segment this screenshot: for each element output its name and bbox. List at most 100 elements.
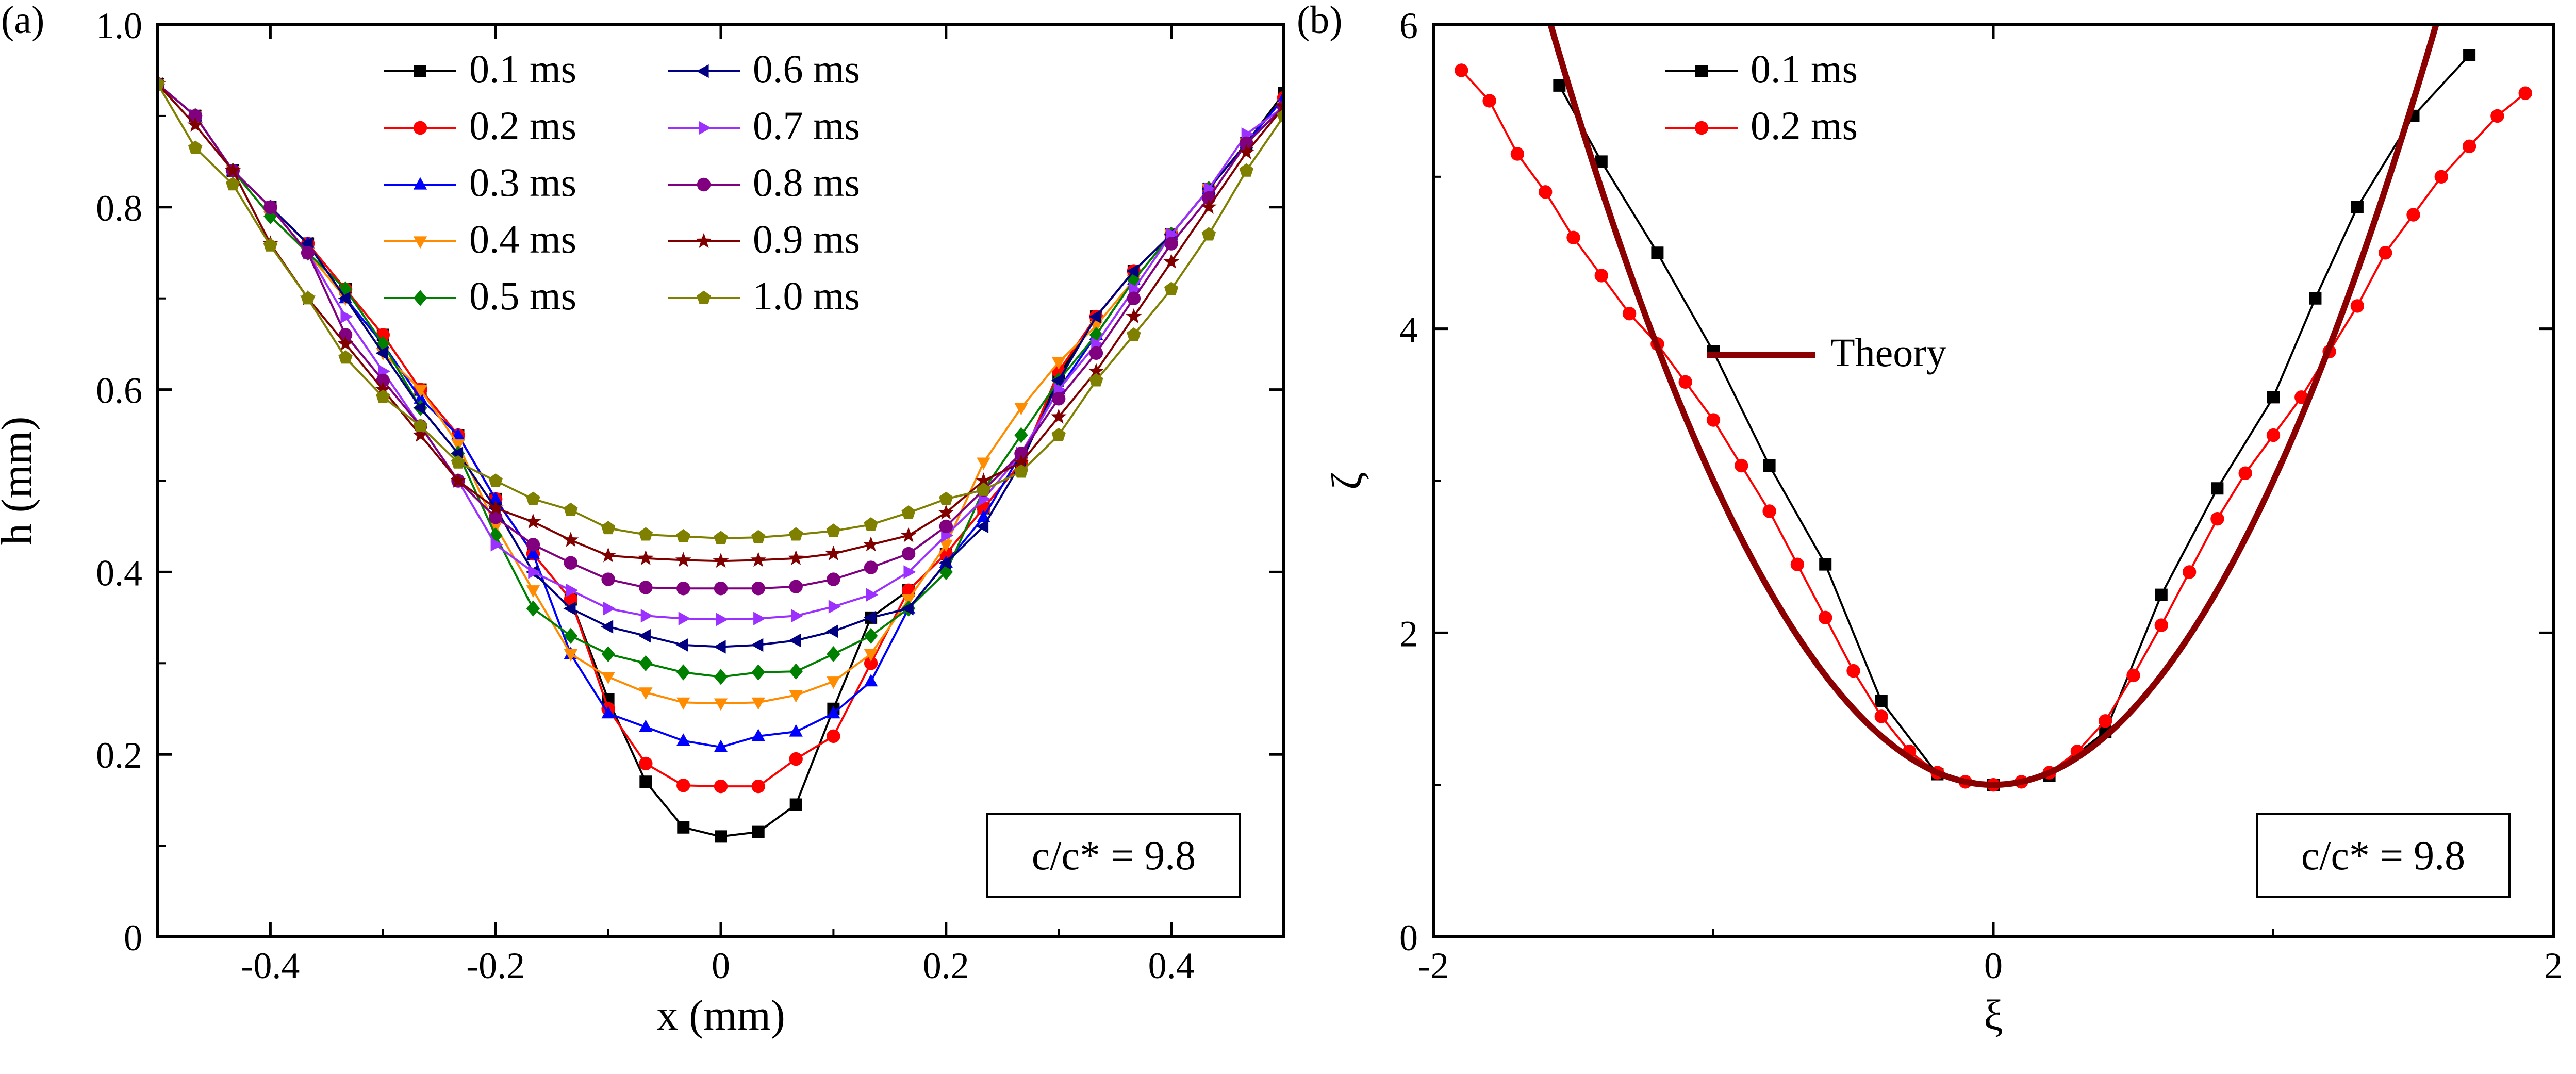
data-point [788, 633, 801, 648]
legend-label: 0.1 ms [469, 46, 576, 91]
data-point [2490, 109, 2504, 123]
data-point [827, 729, 840, 743]
data-point [601, 521, 616, 535]
legend-marker [413, 121, 427, 135]
data-point [714, 739, 728, 752]
data-point [564, 649, 578, 662]
data-point [1277, 108, 1284, 122]
data-point [603, 601, 616, 616]
data-point [1052, 392, 1066, 406]
data-point [713, 640, 726, 654]
x-tick-label: 0 [712, 945, 730, 986]
panel-label: (b) [1297, 0, 1343, 42]
x-tick-label: 0.2 [923, 945, 969, 986]
data-point [901, 601, 914, 616]
legend: 0.1 ms 0.2 ms Theory [1665, 46, 1946, 375]
data-point [716, 613, 729, 626]
data-point [714, 698, 728, 711]
data-point [528, 565, 541, 579]
data-point [676, 779, 690, 792]
plot-area [158, 75, 1284, 843]
data-point [751, 779, 765, 794]
data-point [864, 627, 878, 644]
data-point [977, 457, 990, 470]
data-point [1088, 309, 1101, 324]
data-point [789, 798, 802, 811]
x-axis-label: ξ [1984, 992, 2003, 1039]
data-point [2154, 618, 2168, 632]
data-point [976, 472, 992, 488]
legend-label: 0.5 ms [469, 273, 576, 318]
data-point [678, 612, 691, 625]
legend-marker [413, 290, 427, 306]
y-tick-label: 0.4 [96, 552, 142, 593]
data-point [1819, 558, 1832, 571]
data-point [1126, 264, 1139, 278]
data-point [564, 556, 578, 570]
data-point [1163, 253, 1180, 269]
data-point [187, 117, 204, 132]
legend: 0.1 ms 0.2 ms 0.3 ms 0.4 ms 0.5 ms 0.6 ms 0.7 … [384, 46, 860, 318]
data-point [639, 581, 653, 594]
data-point [1127, 327, 1141, 341]
y-tick-label: 0 [124, 917, 142, 959]
data-point [753, 612, 766, 625]
data-point [489, 491, 503, 504]
data-point [225, 162, 241, 178]
data-point [413, 418, 428, 433]
data-point [639, 687, 653, 700]
data-point [376, 336, 390, 352]
data-point [676, 733, 690, 746]
legend-marker [699, 121, 712, 135]
data-point [1126, 308, 1142, 324]
data-point [1164, 282, 1179, 295]
data-point [713, 552, 729, 568]
data-point [1088, 363, 1104, 378]
data-point [864, 560, 878, 574]
data-point [2434, 170, 2448, 184]
data-point [487, 500, 504, 515]
data-point [337, 335, 354, 351]
data-point [789, 724, 803, 737]
data-point [866, 588, 879, 602]
y-tick-label: 0.2 [96, 735, 142, 776]
data-point [715, 830, 727, 843]
data-point [827, 646, 840, 663]
data-point [827, 572, 840, 586]
data-point [2126, 668, 2140, 683]
legend-marker [1695, 65, 1708, 77]
legend-theory-label: Theory [1830, 330, 1946, 375]
data-point [338, 281, 353, 298]
data-point [675, 552, 691, 567]
data-point [601, 646, 615, 663]
data-point [1051, 427, 1066, 441]
legend-marker [413, 236, 427, 249]
data-point [2294, 390, 2308, 404]
data-point [1846, 664, 1860, 678]
data-point [751, 664, 765, 681]
data-point [639, 655, 653, 671]
data-point [639, 775, 652, 788]
data-point [1553, 79, 1566, 92]
data-point [1622, 306, 1637, 321]
data-point [1762, 504, 1776, 518]
data-point [188, 140, 203, 154]
data-point [751, 582, 765, 596]
data-point [375, 346, 388, 360]
data-point [714, 531, 728, 544]
data-point [1455, 63, 1468, 77]
data-point [864, 674, 878, 687]
data-point [638, 527, 653, 541]
data-point [526, 538, 540, 552]
data-point [1595, 155, 1608, 168]
data-point [639, 756, 653, 771]
data-point [900, 527, 917, 542]
legend-marker [1694, 121, 1709, 135]
data-point [338, 350, 353, 364]
legend-marker [697, 290, 711, 304]
legend-marker [696, 233, 712, 249]
data-point [1201, 227, 1216, 241]
data-point [751, 729, 765, 741]
